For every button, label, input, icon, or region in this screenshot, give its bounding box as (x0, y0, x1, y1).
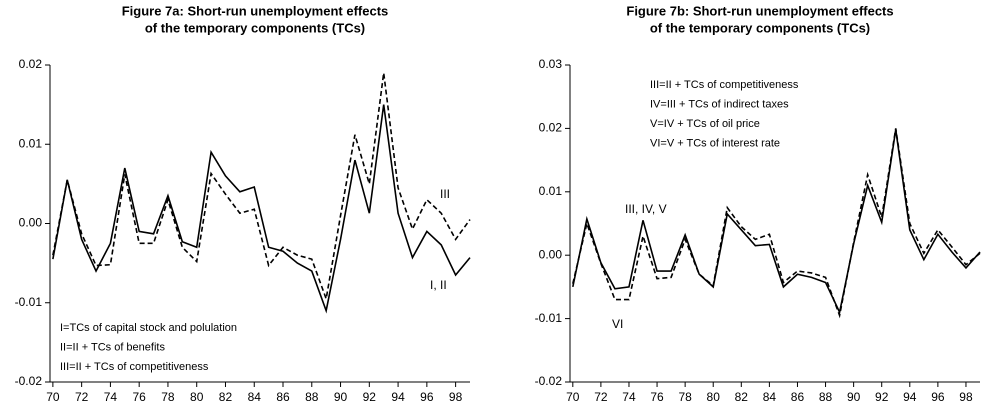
x-tick-label: 70 (46, 390, 60, 404)
x-tick-label: 72 (594, 390, 608, 404)
x-tick-label: 86 (276, 390, 290, 404)
x-tick-label: 86 (791, 390, 805, 404)
y-tick-label: -0.02 (535, 374, 563, 388)
x-tick-label: 88 (305, 390, 319, 404)
y-tick-label: 0.00 (19, 216, 43, 230)
x-tick-label: 98 (449, 390, 463, 404)
annotation: VI=V + TCs of interest rate (650, 137, 780, 149)
x-tick-label: 70 (566, 390, 580, 404)
y-tick-label: 0.01 (539, 184, 563, 198)
x-tick-label: 96 (931, 390, 945, 404)
x-tick-label: 90 (334, 390, 348, 404)
x-tick-label: 84 (248, 390, 262, 404)
x-tick-label: 96 (420, 390, 434, 404)
series-line (572, 129, 981, 315)
chart-title: of the temporary components (TCs) (145, 20, 365, 35)
y-tick-label: 0.02 (539, 121, 563, 135)
y-tick-label: -0.01 (535, 311, 563, 325)
annotation: III=II + TCs of competitiveness (60, 361, 209, 373)
x-tick-label: 92 (363, 390, 377, 404)
x-tick-label: 88 (819, 390, 833, 404)
annotation: I=TCs of capital stock and polulation (60, 322, 237, 334)
y-tick-label: 0.03 (539, 57, 563, 71)
x-tick-label: 94 (391, 390, 405, 404)
x-tick-label: 76 (650, 390, 664, 404)
chart-title: Figure 7b: Short-run unemployment effect… (626, 3, 893, 18)
chart-title: of the temporary components (TCs) (650, 20, 870, 35)
x-tick-label: 82 (735, 390, 749, 404)
x-tick-label: 82 (219, 390, 233, 404)
y-tick-label: -0.01 (15, 295, 43, 309)
x-tick-label: 74 (104, 390, 118, 404)
x-tick-label: 72 (75, 390, 89, 404)
chart-title: Figure 7a: Short-run unemployment effect… (122, 3, 389, 18)
annotation: II=II + TCs of benefits (60, 341, 165, 353)
annotation: V=IV + TCs of oil price (650, 118, 760, 130)
x-tick-label: 78 (678, 390, 692, 404)
x-tick-label: 98 (959, 390, 973, 404)
series-line (572, 128, 981, 319)
x-tick-label: 94 (903, 390, 917, 404)
annotation: IV=III + TCs of indirect taxes (650, 98, 789, 110)
x-tick-label: 92 (875, 390, 889, 404)
y-tick-label: -0.02 (15, 374, 43, 388)
annotation: III=II + TCs of competitiveness (650, 79, 799, 91)
series-label: I, II (430, 278, 447, 292)
series-label: VI (612, 317, 623, 331)
x-tick-label: 90 (847, 390, 861, 404)
x-tick-label: 76 (132, 390, 146, 404)
y-tick-label: 0.01 (19, 136, 43, 150)
series-label: III (440, 187, 450, 201)
x-tick-label: 84 (763, 390, 777, 404)
series-label: III, IV, V (625, 202, 667, 216)
series-line (52, 72, 471, 302)
x-tick-label: 74 (622, 390, 636, 404)
y-tick-label: 0.00 (539, 247, 563, 261)
x-tick-label: 80 (707, 390, 721, 404)
x-tick-label: 80 (190, 390, 204, 404)
y-tick-label: 0.02 (19, 57, 43, 71)
series-line (52, 104, 471, 314)
x-tick-label: 78 (161, 390, 175, 404)
